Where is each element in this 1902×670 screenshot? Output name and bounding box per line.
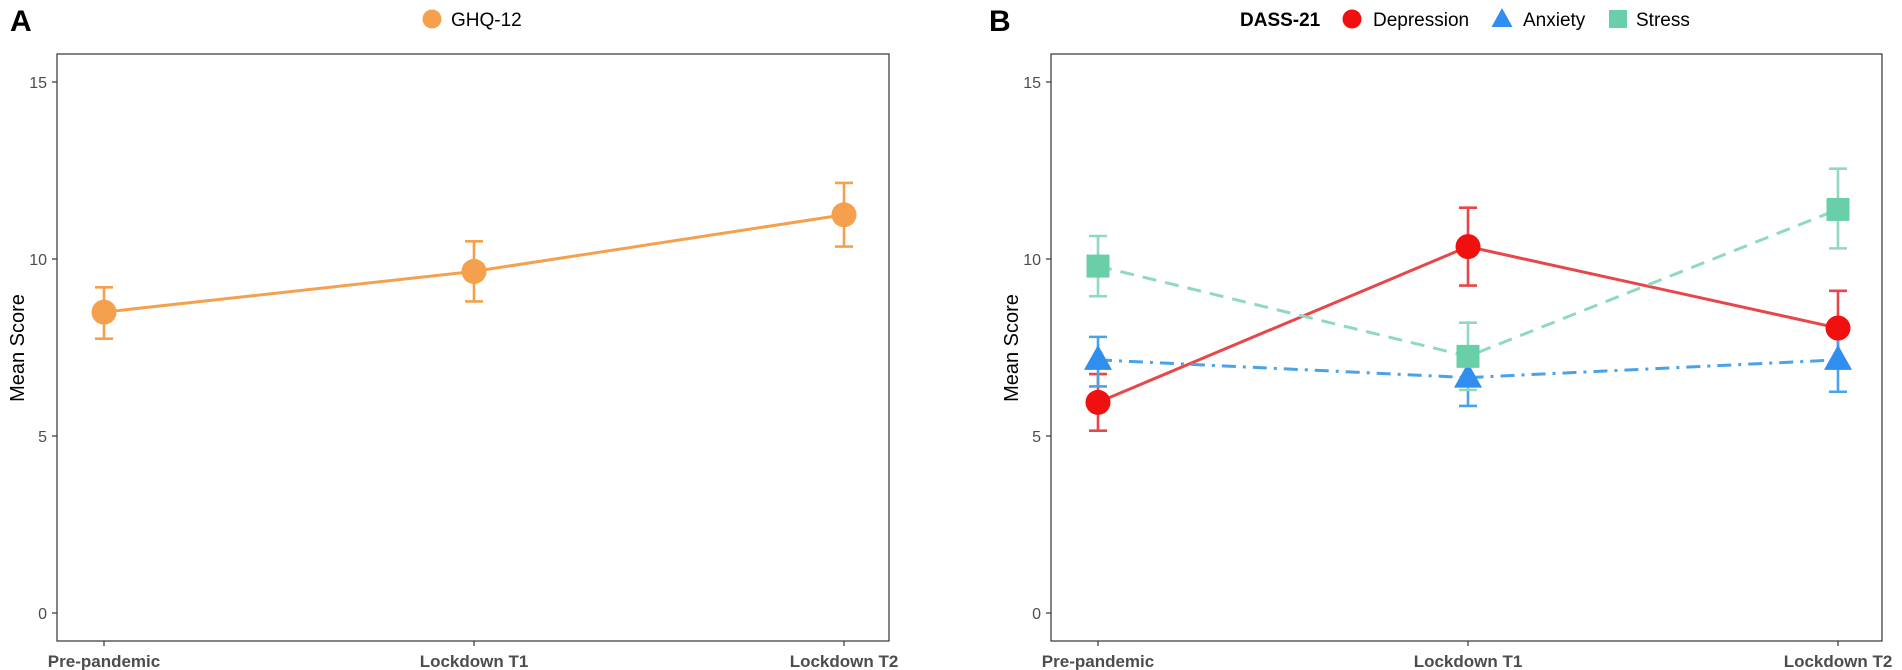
panel-b-legend: DASS-21 Depression Anxiety Stress — [1240, 8, 1690, 31]
x-tick-label-lockdown-t2: Lockdown T2 — [1784, 652, 1893, 670]
panel-b-x-ticks: Pre-pandemic Lockdown T1 Lockdown T2 — [1042, 641, 1893, 670]
legend-label-anxiety: Anxiety — [1523, 10, 1586, 31]
panel-a-plot-border — [56, 53, 890, 642]
data-point-stress — [1456, 344, 1480, 368]
x-tick-label-lockdown-t1: Lockdown T1 — [420, 652, 529, 670]
data-points — [91, 202, 857, 325]
legend-marker-stress — [1609, 10, 1627, 28]
legend-title-dass21: DASS-21 — [1240, 10, 1321, 31]
y-tick-label: 0 — [1032, 606, 1041, 623]
data-point-depression — [1085, 389, 1111, 415]
panel-a-series — [91, 181, 857, 340]
y-tick-label: 0 — [38, 606, 47, 623]
data-point-ghq-12 — [461, 258, 487, 284]
panel-a-y-axis-label: Mean Score — [7, 294, 29, 402]
y-tick-label: 10 — [1023, 252, 1041, 269]
data-point-anxiety — [1454, 362, 1482, 388]
y-tick-label: 5 — [38, 429, 47, 446]
data-point-ghq-12 — [91, 299, 117, 325]
panel-a-x-ticks: Pre-pandemic Lockdown T1 Lockdown T2 — [48, 641, 899, 670]
data-point-anxiety — [1824, 344, 1852, 370]
legend-label-stress: Stress — [1636, 10, 1690, 31]
x-tick-label-lockdown-t2: Lockdown T2 — [790, 652, 899, 670]
panel-b-y-ticks: 0 5 10 15 — [1023, 75, 1051, 623]
legend-marker-anxiety — [1491, 8, 1513, 27]
x-tick-label-pre-pandemic: Pre-pandemic — [48, 652, 160, 670]
data-point-anxiety — [1084, 344, 1112, 370]
panel-a: A GHQ-12 Mean Score 0 5 10 15 Pre-pandemic L… — [7, 5, 898, 670]
panel-a-legend: GHQ-12 — [422, 9, 522, 31]
y-tick-label: 10 — [29, 252, 47, 269]
y-tick-label: 15 — [29, 75, 47, 92]
data-points — [1084, 197, 1852, 415]
y-tick-label: 5 — [1032, 429, 1041, 446]
data-point-depression — [1825, 315, 1851, 341]
legend-label-depression: Depression — [1373, 10, 1469, 31]
x-tick-label-pre-pandemic: Pre-pandemic — [1042, 652, 1154, 670]
data-point-ghq-12 — [831, 202, 857, 228]
panel-a-letter: A — [10, 5, 32, 38]
panel-b-plot-border — [1050, 53, 1883, 642]
x-tick-label-lockdown-t1: Lockdown T1 — [1414, 652, 1523, 670]
panel-b-y-axis-label: Mean Score — [1001, 294, 1023, 402]
data-point-depression — [1455, 234, 1481, 260]
legend-label-ghq12: GHQ-12 — [451, 10, 522, 31]
y-tick-label: 15 — [1023, 75, 1041, 92]
panel-b-series — [1084, 167, 1852, 432]
panel-b: B DASS-21 Depression Anxiety Stress Mean… — [989, 5, 1892, 670]
panel-a-y-ticks: 0 5 10 15 — [29, 75, 57, 623]
legend-marker-depression — [1342, 9, 1362, 29]
error-bars — [1089, 167, 1847, 432]
data-point-stress — [1826, 197, 1850, 221]
legend-marker-ghq12 — [422, 9, 442, 29]
panel-b-letter: B — [989, 5, 1011, 38]
data-point-stress — [1086, 254, 1110, 278]
